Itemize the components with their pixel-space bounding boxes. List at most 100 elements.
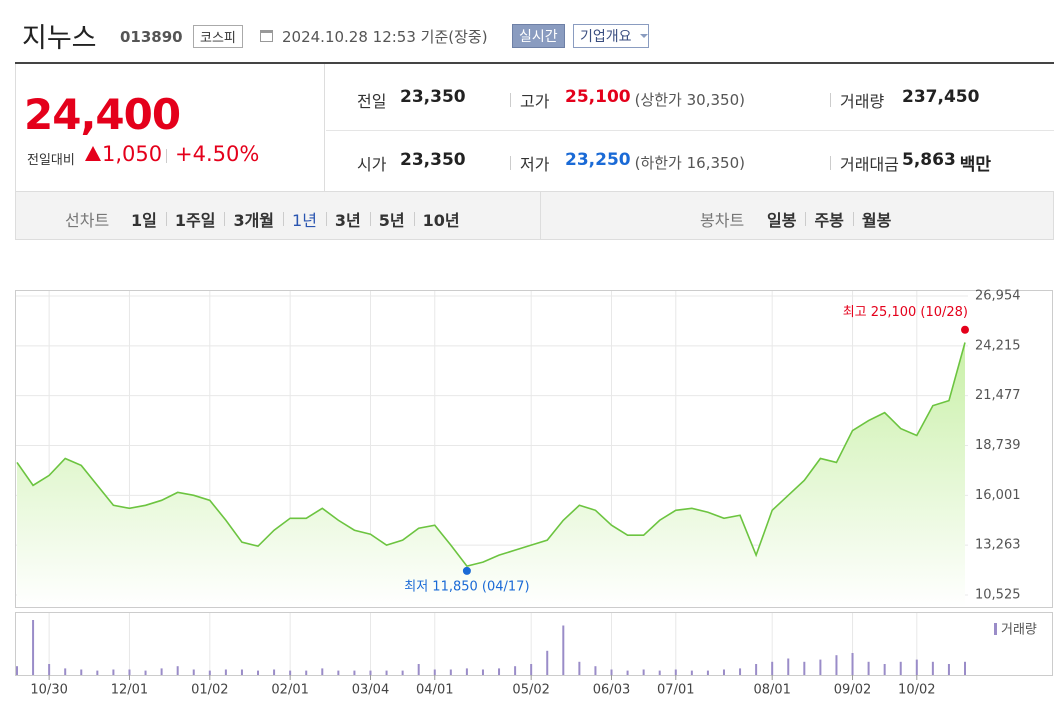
y-tick-label: 21,477 xyxy=(975,388,1021,403)
volume-bar xyxy=(48,664,51,675)
volume-bar xyxy=(96,670,99,675)
y-tick-label: 18,739 xyxy=(975,438,1021,453)
volume-bar xyxy=(706,670,709,675)
volume-bar xyxy=(337,670,340,675)
volume-bar xyxy=(160,668,163,675)
y-tick-label: 16,001 xyxy=(975,488,1021,503)
period-tab[interactable]: 1일 xyxy=(131,211,157,230)
volume-bar xyxy=(835,655,838,675)
volume-bar xyxy=(674,669,677,675)
period-tab[interactable]: 5년 xyxy=(378,211,405,230)
market-badge: 코스피 xyxy=(193,25,243,48)
y-tick-label: 13,263 xyxy=(975,538,1021,553)
change-pct: +4.50% xyxy=(175,142,260,166)
volume-bar xyxy=(530,664,533,675)
cell-note: (상한가 30,350) xyxy=(634,91,745,109)
realtime-button[interactable]: 실시간 xyxy=(512,24,565,48)
volume-frame xyxy=(15,612,1053,676)
volume-bar xyxy=(722,669,725,675)
volume-bar xyxy=(64,668,67,675)
period-tab[interactable]: 10년 xyxy=(422,211,460,230)
separator xyxy=(224,212,226,226)
volume-bar xyxy=(690,670,693,675)
stock-name: 지누스 xyxy=(22,23,97,54)
volume-bar xyxy=(192,669,195,675)
high-label: 최고 25,100 (10/28) xyxy=(843,305,968,320)
price-panel xyxy=(15,64,325,191)
volume-bar xyxy=(305,670,308,675)
cell-label: 거래대금 xyxy=(840,155,899,174)
volume-bar xyxy=(915,659,918,675)
low-marker xyxy=(462,566,471,575)
volume-bar xyxy=(546,650,549,675)
cell-value: 5,863 xyxy=(902,150,956,170)
separator xyxy=(805,212,807,226)
separator xyxy=(510,156,511,170)
volume-bar xyxy=(947,664,950,675)
candle-tab[interactable]: 월봉 xyxy=(861,211,892,230)
volume-bar xyxy=(755,664,758,675)
volume-bar xyxy=(449,669,452,675)
cell-value: 25,100 xyxy=(565,87,631,107)
volume-bar xyxy=(289,670,292,675)
cell-label: 거래량 xyxy=(840,92,885,111)
volume-bar xyxy=(964,661,966,675)
separator xyxy=(325,212,327,226)
volume-bar xyxy=(658,670,661,675)
separator xyxy=(165,212,167,226)
top-border xyxy=(15,62,1054,64)
volume-bar xyxy=(931,661,934,675)
row-divider xyxy=(326,130,1054,131)
volume-bar xyxy=(401,670,404,675)
x-tick-label: 10/02 xyxy=(898,683,935,698)
separator xyxy=(510,93,511,107)
volume-bar xyxy=(498,668,501,675)
volume-bar xyxy=(417,664,420,675)
cell-label: 전일 xyxy=(357,92,387,111)
period-tab[interactable]: 1년 xyxy=(292,211,317,230)
change: 1,050 xyxy=(102,142,163,166)
x-tick-label: 07/01 xyxy=(657,683,694,698)
volume-bar xyxy=(562,625,565,675)
volume-bar xyxy=(257,670,260,675)
y-tick-label: 10,525 xyxy=(975,588,1021,603)
x-tick-label: 01/02 xyxy=(191,683,228,698)
volume-bar xyxy=(128,669,131,675)
cell-note: (하한가 16,350) xyxy=(634,154,745,172)
tab-label: 봉차트 xyxy=(700,211,745,230)
tab-bar xyxy=(15,191,1054,240)
dropdown-arrow xyxy=(640,34,648,38)
y-tick-label: 26,954 xyxy=(975,289,1021,304)
volume-bar xyxy=(481,669,484,675)
x-tick-label: 09/02 xyxy=(834,683,871,698)
tab-label: 선차트 xyxy=(65,211,110,230)
x-tick-label: 04/01 xyxy=(416,683,453,698)
volume-bar xyxy=(803,661,806,675)
volume-bar xyxy=(16,666,18,675)
volume-bar xyxy=(610,669,613,675)
low-label: 최저 11,850 (04/17) xyxy=(404,579,529,594)
period-tab[interactable]: 3년 xyxy=(334,211,361,230)
cell-label: 고가 xyxy=(520,92,550,111)
candle-tab[interactable]: 주봉 xyxy=(814,211,844,230)
volume-bar xyxy=(883,664,886,675)
candle-tab[interactable]: 일봉 xyxy=(767,211,797,230)
volume-bar xyxy=(851,653,854,675)
period-tab[interactable]: 1주일 xyxy=(174,211,216,230)
volume-legend-icon xyxy=(994,623,997,635)
cell-value: 23,250 xyxy=(565,150,631,170)
change-label: 전일대비 xyxy=(27,153,75,168)
company-button[interactable]: 기업개요 xyxy=(573,24,649,48)
price-frame xyxy=(15,290,1053,608)
volume-bar xyxy=(771,661,774,675)
volume-legend: 거래량 xyxy=(1001,623,1037,638)
high-marker xyxy=(961,325,969,334)
volume-bar xyxy=(32,620,35,675)
period-tab[interactable]: 3개월 xyxy=(233,211,275,230)
datetime: 2024.10.28 12:53 기준(장중) xyxy=(282,28,488,46)
volume-bar xyxy=(739,668,742,675)
cell-label: 저가 xyxy=(520,155,550,174)
volume-bar xyxy=(80,669,83,675)
volume-bar xyxy=(514,666,517,675)
volume-bar xyxy=(899,661,902,675)
